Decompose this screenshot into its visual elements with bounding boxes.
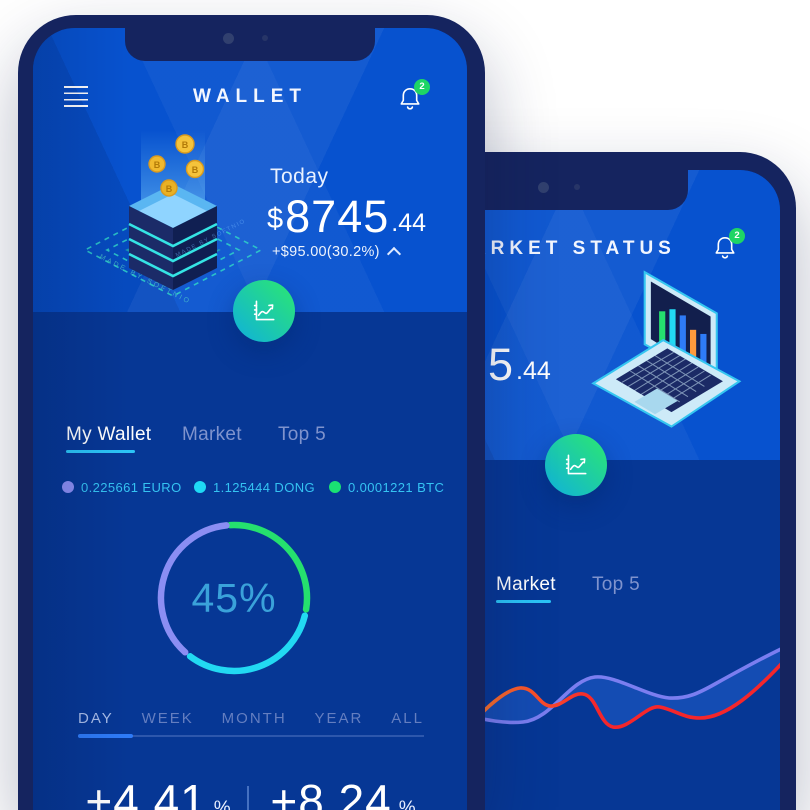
amount-main: 8745 [285, 191, 390, 242]
laptop-illustration [591, 270, 742, 428]
market-tab-underline [496, 600, 551, 603]
chart-fill-between [432, 649, 780, 758]
ring-segment-cyan [186, 612, 309, 675]
bell-icon [715, 236, 735, 259]
ring-segment-purple [157, 522, 230, 656]
wallet-chart-fab-button[interactable] [233, 280, 295, 342]
svg-text:B: B [154, 160, 161, 170]
period-year[interactable]: YEAR [314, 710, 364, 727]
tab-market[interactable]: Market [496, 574, 556, 595]
tab-top5[interactable]: Top 5 [592, 574, 640, 595]
tab-market[interactable]: Market [182, 424, 242, 445]
legend-label: 0.0001221 BTC [348, 479, 445, 495]
camera-dot [538, 182, 549, 193]
svg-text:B: B [192, 165, 199, 175]
vault-illustration: MADE BY SOFTNIO MADE BY SOFTNIO [83, 130, 263, 303]
notifications-button[interactable]: 2 [712, 228, 745, 262]
amount-change-text: +$95.00(30.2%) [272, 244, 380, 260]
camera-dot [223, 33, 234, 44]
period-month[interactable]: MONTH [221, 710, 287, 727]
dong-dot-icon [194, 481, 206, 493]
wallet-tab-underline [66, 450, 135, 453]
legend-item-euro: 0.225661 EURO [62, 479, 182, 495]
wallet-page-title: WALLET [192, 86, 308, 107]
market-amount-fraction: .44 [516, 357, 551, 385]
market-chart-fab-button[interactable] [545, 434, 607, 496]
chart-line-red [445, 662, 780, 760]
period-active-indicator [78, 734, 133, 738]
market-page-title: MARKET STATUS [451, 238, 676, 259]
legend-label: 0.225661 EURO [81, 479, 182, 495]
laptop-bar-chart [659, 309, 707, 371]
amount-fraction: .44 [391, 209, 427, 237]
progress-percent: 45% [191, 574, 277, 621]
amount-change: +$95.00(30.2%) [272, 244, 401, 262]
coins [148, 134, 205, 197]
ring-segment-green [226, 521, 311, 613]
legend-item-dong: 1.125444 DONG [194, 479, 316, 495]
svg-text:B: B [182, 140, 189, 150]
period-week[interactable]: WEEK [141, 710, 194, 727]
market-amount-main: 5 [488, 339, 515, 390]
period-day[interactable]: DAY [78, 710, 114, 727]
chart-icon [253, 300, 275, 321]
bell-icon [400, 87, 420, 110]
today-label: Today [270, 165, 329, 188]
progress-ring: 45% [154, 518, 314, 678]
stat-value: +8.24 [270, 775, 392, 810]
notifications-button[interactable]: 2 [397, 79, 430, 113]
stat-value: +4.41 [85, 775, 207, 810]
wallet-header-section [33, 28, 467, 312]
period-track [78, 735, 424, 737]
progress-ring-svg [157, 521, 311, 675]
market-trend-chart [430, 647, 780, 760]
stat-left: +4.41 % [78, 778, 238, 810]
stats-divider [247, 786, 249, 810]
chart-icon [565, 454, 587, 475]
tab-my-wallet[interactable]: My Wallet [66, 424, 152, 445]
phone-notch [125, 28, 375, 61]
wallet-phone: WALLET 2 [18, 15, 485, 810]
amount-currency: $ [267, 203, 284, 235]
btc-dot-icon [329, 481, 341, 493]
speaker-dot [262, 35, 268, 41]
speaker-dot [574, 184, 580, 190]
market-amount: 5 .44 [488, 342, 551, 387]
period-all[interactable]: ALL [391, 710, 424, 727]
stat-right: +8.24 % [263, 778, 423, 810]
chart-line-purple [430, 647, 780, 725]
legend-item-btc: 0.0001221 BTC [329, 479, 445, 495]
wallet-amount: $ 8745 .44 [267, 194, 426, 239]
notification-badge: 2 [414, 79, 430, 95]
wallet-screen: WALLET 2 [33, 28, 467, 810]
stat-unit: % [213, 798, 231, 810]
period-tabs: DAY WEEK MONTH YEAR ALL [78, 710, 424, 727]
tab-top5[interactable]: Top 5 [278, 424, 326, 445]
stat-unit: % [398, 798, 416, 810]
legend-label: 1.125444 DONG [213, 479, 316, 495]
menu-icon[interactable] [64, 86, 88, 107]
svg-text:B: B [166, 184, 173, 194]
notification-badge: 2 [729, 228, 745, 244]
euro-dot-icon [62, 481, 74, 493]
trend-up-icon [386, 246, 401, 262]
